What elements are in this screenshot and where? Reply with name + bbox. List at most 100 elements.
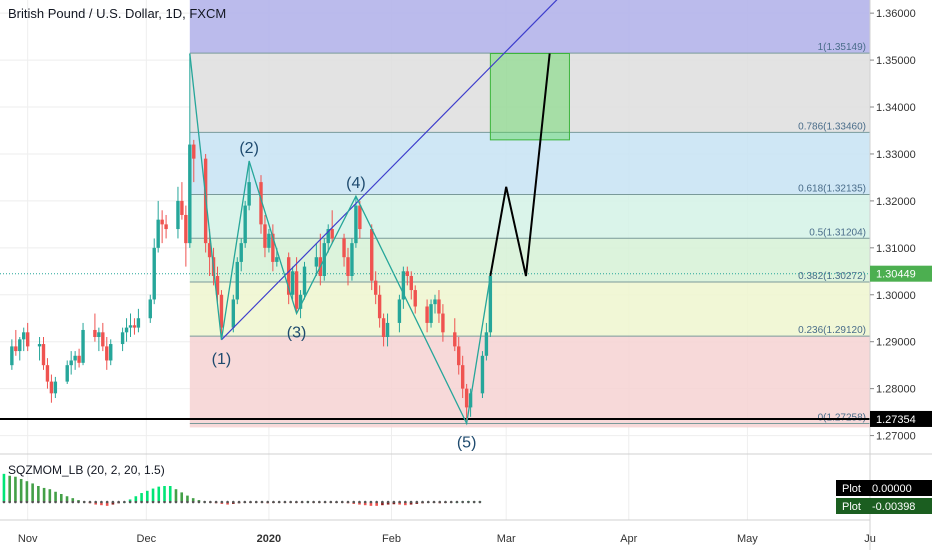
momentum-zero-dot (392, 500, 396, 504)
momentum-zero-dot (54, 500, 57, 504)
momentum-zero-dot (478, 500, 482, 504)
fib-band (189, 336, 870, 424)
candle-body (73, 355, 77, 361)
momentum-bar (168, 486, 172, 502)
candle-body (25, 332, 30, 347)
candle-body (358, 205, 362, 230)
candle-body (433, 299, 437, 305)
candle-body (77, 355, 81, 363)
support-price-tag-bg (870, 410, 932, 427)
candle-body (370, 229, 374, 281)
momentum-zero-dot (25, 500, 29, 504)
candle-body (377, 294, 382, 319)
fib-band (189, 53, 870, 133)
wave-label: (2) (239, 140, 259, 157)
candle-body (136, 318, 141, 328)
wave-label: (3) (287, 325, 307, 342)
momentum-bar (42, 487, 46, 502)
momentum-zero-dot (42, 500, 46, 504)
momentum-bar (134, 496, 138, 502)
momentum-zero-dot (352, 500, 356, 504)
wave-label: (4) (346, 175, 366, 192)
candle-body (215, 275, 220, 295)
plot-label-name: Plot (842, 501, 861, 513)
momentum-zero-dot (186, 500, 189, 504)
momentum-bar (100, 502, 103, 506)
candle-body (326, 229, 330, 244)
candle-body (290, 271, 295, 295)
momentum-zero-dot (232, 500, 235, 504)
fib-band (189, 132, 870, 195)
candle-body (429, 304, 433, 323)
candle-body (354, 205, 358, 244)
momentum-bar (31, 483, 34, 502)
fib-level-label: 0.618(1.32135) (798, 184, 866, 195)
candle-body (488, 275, 493, 333)
candle-body (207, 243, 212, 258)
momentum-zero-dot (19, 500, 23, 504)
candle-body (464, 388, 469, 408)
elliott-wave-path (189, 53, 492, 426)
momentum-bar (140, 493, 143, 502)
momentum-zero-dot (94, 500, 97, 504)
candle-body (37, 344, 42, 347)
momentum-zero-dot (335, 500, 338, 504)
x-tick-label: Feb (382, 533, 401, 545)
momentum-zero-dot (260, 500, 264, 504)
momentum-zero-dot (168, 500, 172, 504)
plot-label-bg (836, 480, 932, 496)
candle-body (381, 318, 386, 338)
momentum-bar (48, 489, 52, 502)
momentum-zero-dot (461, 500, 464, 504)
momentum-zero-dot (438, 500, 442, 504)
momentum-zero-dot (237, 500, 241, 504)
momentum-zero-dot (254, 500, 258, 504)
candle-body (405, 271, 410, 276)
momentum-bar (2, 473, 6, 502)
candle-body (239, 243, 243, 262)
candle-body (397, 299, 402, 323)
momentum-zero-dot (209, 500, 212, 504)
y-tick-label: 1.33000 (876, 149, 916, 161)
target-box (489, 53, 570, 141)
candle-body (275, 257, 279, 262)
candle-body (93, 329, 97, 338)
candle-body (385, 322, 390, 338)
y-tick-label: 1.35000 (876, 55, 916, 67)
momentum-zero-dot (323, 500, 327, 504)
y-tick-label: 1.31000 (876, 243, 916, 255)
plot-label-value: -0.00398 (872, 501, 915, 513)
momentum-zero-dot (449, 500, 453, 504)
momentum-bar (186, 495, 189, 502)
momentum-zero-dot (140, 500, 143, 504)
candle-body (235, 261, 239, 300)
x-tick-label: Ju (864, 533, 876, 545)
momentum-zero-dot (363, 500, 367, 504)
fib-level-label: 0.5(1.31204) (809, 227, 866, 238)
momentum-bar (381, 502, 384, 506)
plot-label-name: Plot (842, 483, 861, 495)
fib-band (189, 423, 870, 428)
candle-body (286, 257, 291, 295)
momentum-zero-dot (105, 500, 109, 504)
candle-body (373, 280, 378, 295)
candle-body (176, 200, 180, 230)
candle-body (14, 346, 18, 352)
momentum-zero-dot (375, 500, 378, 504)
momentum-bar (191, 498, 195, 502)
momentum-zero-dot (123, 500, 126, 504)
last-price-tag: 1.30449 (876, 269, 916, 281)
candle-body (243, 205, 247, 244)
candle-body (120, 332, 125, 345)
candle-body (45, 365, 50, 382)
momentum-zero-dot (226, 500, 229, 504)
candle-body (460, 365, 465, 389)
candle-body (109, 344, 113, 361)
candle-body (160, 219, 164, 225)
momentum-zero-dot (455, 500, 459, 504)
momentum-zero-dot (369, 500, 373, 504)
candle-body (152, 247, 156, 300)
momentum-zero-dot (77, 500, 80, 504)
candle-body (263, 224, 267, 248)
